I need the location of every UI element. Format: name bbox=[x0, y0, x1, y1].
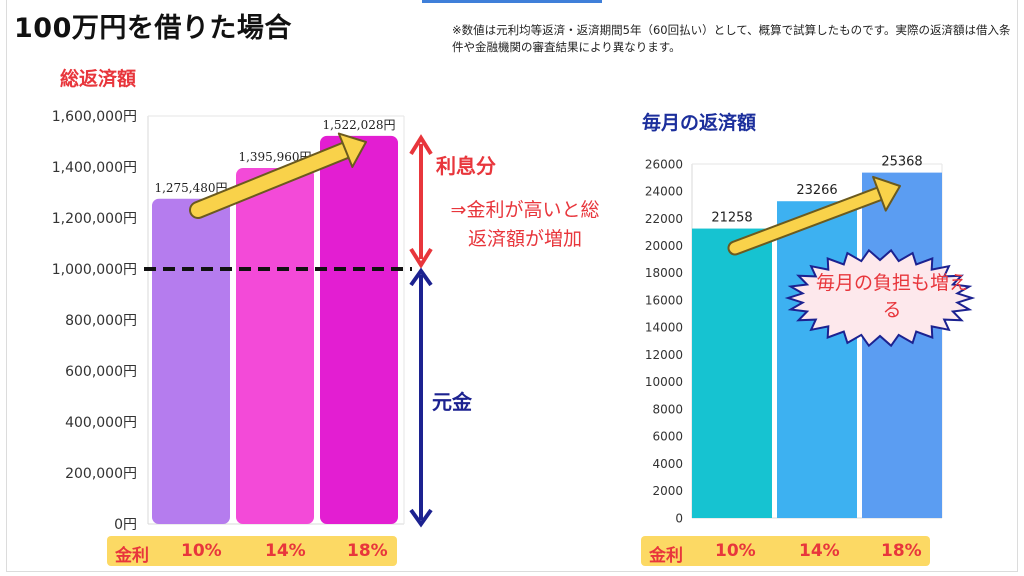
total-trend-arrow-head bbox=[337, 132, 367, 168]
total-trend-arrow-shaft bbox=[191, 143, 353, 217]
rate-14: 14% bbox=[265, 541, 306, 561]
y-tick-label: 6000 bbox=[652, 430, 683, 444]
data-label: 1,275,480円 bbox=[154, 181, 227, 195]
y-tick-label: 800,000円 bbox=[65, 313, 137, 329]
y-tick-label: 400,000円 bbox=[65, 415, 137, 431]
principal-arrow-head-top bbox=[409, 267, 433, 287]
monthly-trend-arrow-shaft bbox=[729, 188, 885, 254]
total-repayment-chart: 0円 200,000円 400,000円 600,000円 800,000円 1,000,… bbox=[52, 109, 405, 533]
bar-18% bbox=[862, 172, 942, 518]
chart-annotations bbox=[144, 132, 976, 528]
total-repayment-title: 総返済額 bbox=[60, 68, 137, 90]
rate-10: 10% bbox=[181, 541, 222, 561]
disclaimer-note: ※数値は元利均等返済・返済期間5年（60回払い）として、概算で試算したものです。… bbox=[452, 23, 1011, 54]
rate-14: 14% bbox=[799, 541, 840, 561]
y-tick-label: 8000 bbox=[652, 402, 683, 416]
bar-14% bbox=[236, 168, 314, 524]
y-tick-label: 26000 bbox=[645, 157, 683, 171]
rate-bar-monthly: 金利 10% 14% 18% bbox=[641, 536, 930, 566]
interest-arrow-head-top bbox=[409, 134, 433, 155]
interest-arrow-head-bottom bbox=[409, 247, 433, 269]
bar-14% bbox=[777, 201, 857, 518]
monthly-repayment-title: 毎月の返済額 bbox=[642, 112, 757, 134]
bar-10% bbox=[692, 228, 772, 518]
bar-18% bbox=[320, 135, 398, 524]
y-tick-label: 20000 bbox=[645, 239, 683, 253]
y-tick-label: 22000 bbox=[645, 212, 683, 226]
page-title: 100万円を借りた場合 bbox=[14, 13, 292, 44]
interest-note: ⇒金利が高いと総返済額が増加 bbox=[450, 199, 600, 250]
y-tick-label: 1,000,000円 bbox=[52, 262, 137, 278]
rate-label: 金利 bbox=[115, 546, 149, 566]
y-tick-label: 0 bbox=[675, 511, 683, 525]
data-label: 23266 bbox=[796, 183, 837, 198]
burden-note: 毎月の負担も増える bbox=[815, 272, 968, 321]
y-tick-label: 1,200,000円 bbox=[52, 211, 137, 227]
rate-18: 18% bbox=[881, 541, 922, 561]
rate-bar-total: 金利 10% 14% 18% bbox=[107, 536, 397, 566]
page-frame bbox=[6, 0, 1018, 572]
rate-10: 10% bbox=[715, 541, 756, 561]
data-label: 25368 bbox=[881, 155, 922, 170]
y-tick-label: 14000 bbox=[645, 321, 683, 335]
bar-10% bbox=[152, 198, 230, 524]
y-tick-label: 24000 bbox=[645, 185, 683, 199]
y-tick-label: 0円 bbox=[114, 517, 137, 533]
y-tick-label: 1,600,000円 bbox=[52, 109, 137, 125]
y-tick-label: 1,400,000円 bbox=[52, 160, 137, 176]
y-tick-label: 10000 bbox=[645, 375, 683, 389]
y-tick-label: 600,000円 bbox=[65, 364, 137, 380]
y-tick-label: 12000 bbox=[645, 348, 683, 362]
rate-18: 18% bbox=[347, 541, 388, 561]
y-tick-label: 2000 bbox=[652, 484, 683, 498]
principal-arrow-head-bottom bbox=[409, 508, 433, 528]
y-tick-label: 16000 bbox=[645, 293, 683, 307]
data-label: 21258 bbox=[711, 211, 752, 226]
rate-label: 金利 bbox=[649, 546, 683, 566]
interest-label: 利息分 bbox=[436, 154, 496, 178]
monthly-trend-arrow-head bbox=[872, 175, 901, 212]
monthly-repayment-chart: 0 2000 4000 6000 8000 10000 12000 14000 16000 180… bbox=[645, 155, 943, 525]
burst-shape bbox=[784, 248, 976, 348]
top-accent-bar bbox=[422, 0, 602, 3]
y-tick-label: 4000 bbox=[652, 457, 683, 471]
principal-label: 元金 bbox=[432, 390, 472, 414]
y-tick-label: 200,000円 bbox=[65, 466, 137, 482]
data-label: 1,522,028円 bbox=[322, 118, 395, 132]
y-tick-label: 18000 bbox=[645, 266, 683, 280]
data-label: 1,395,960円 bbox=[238, 150, 311, 164]
